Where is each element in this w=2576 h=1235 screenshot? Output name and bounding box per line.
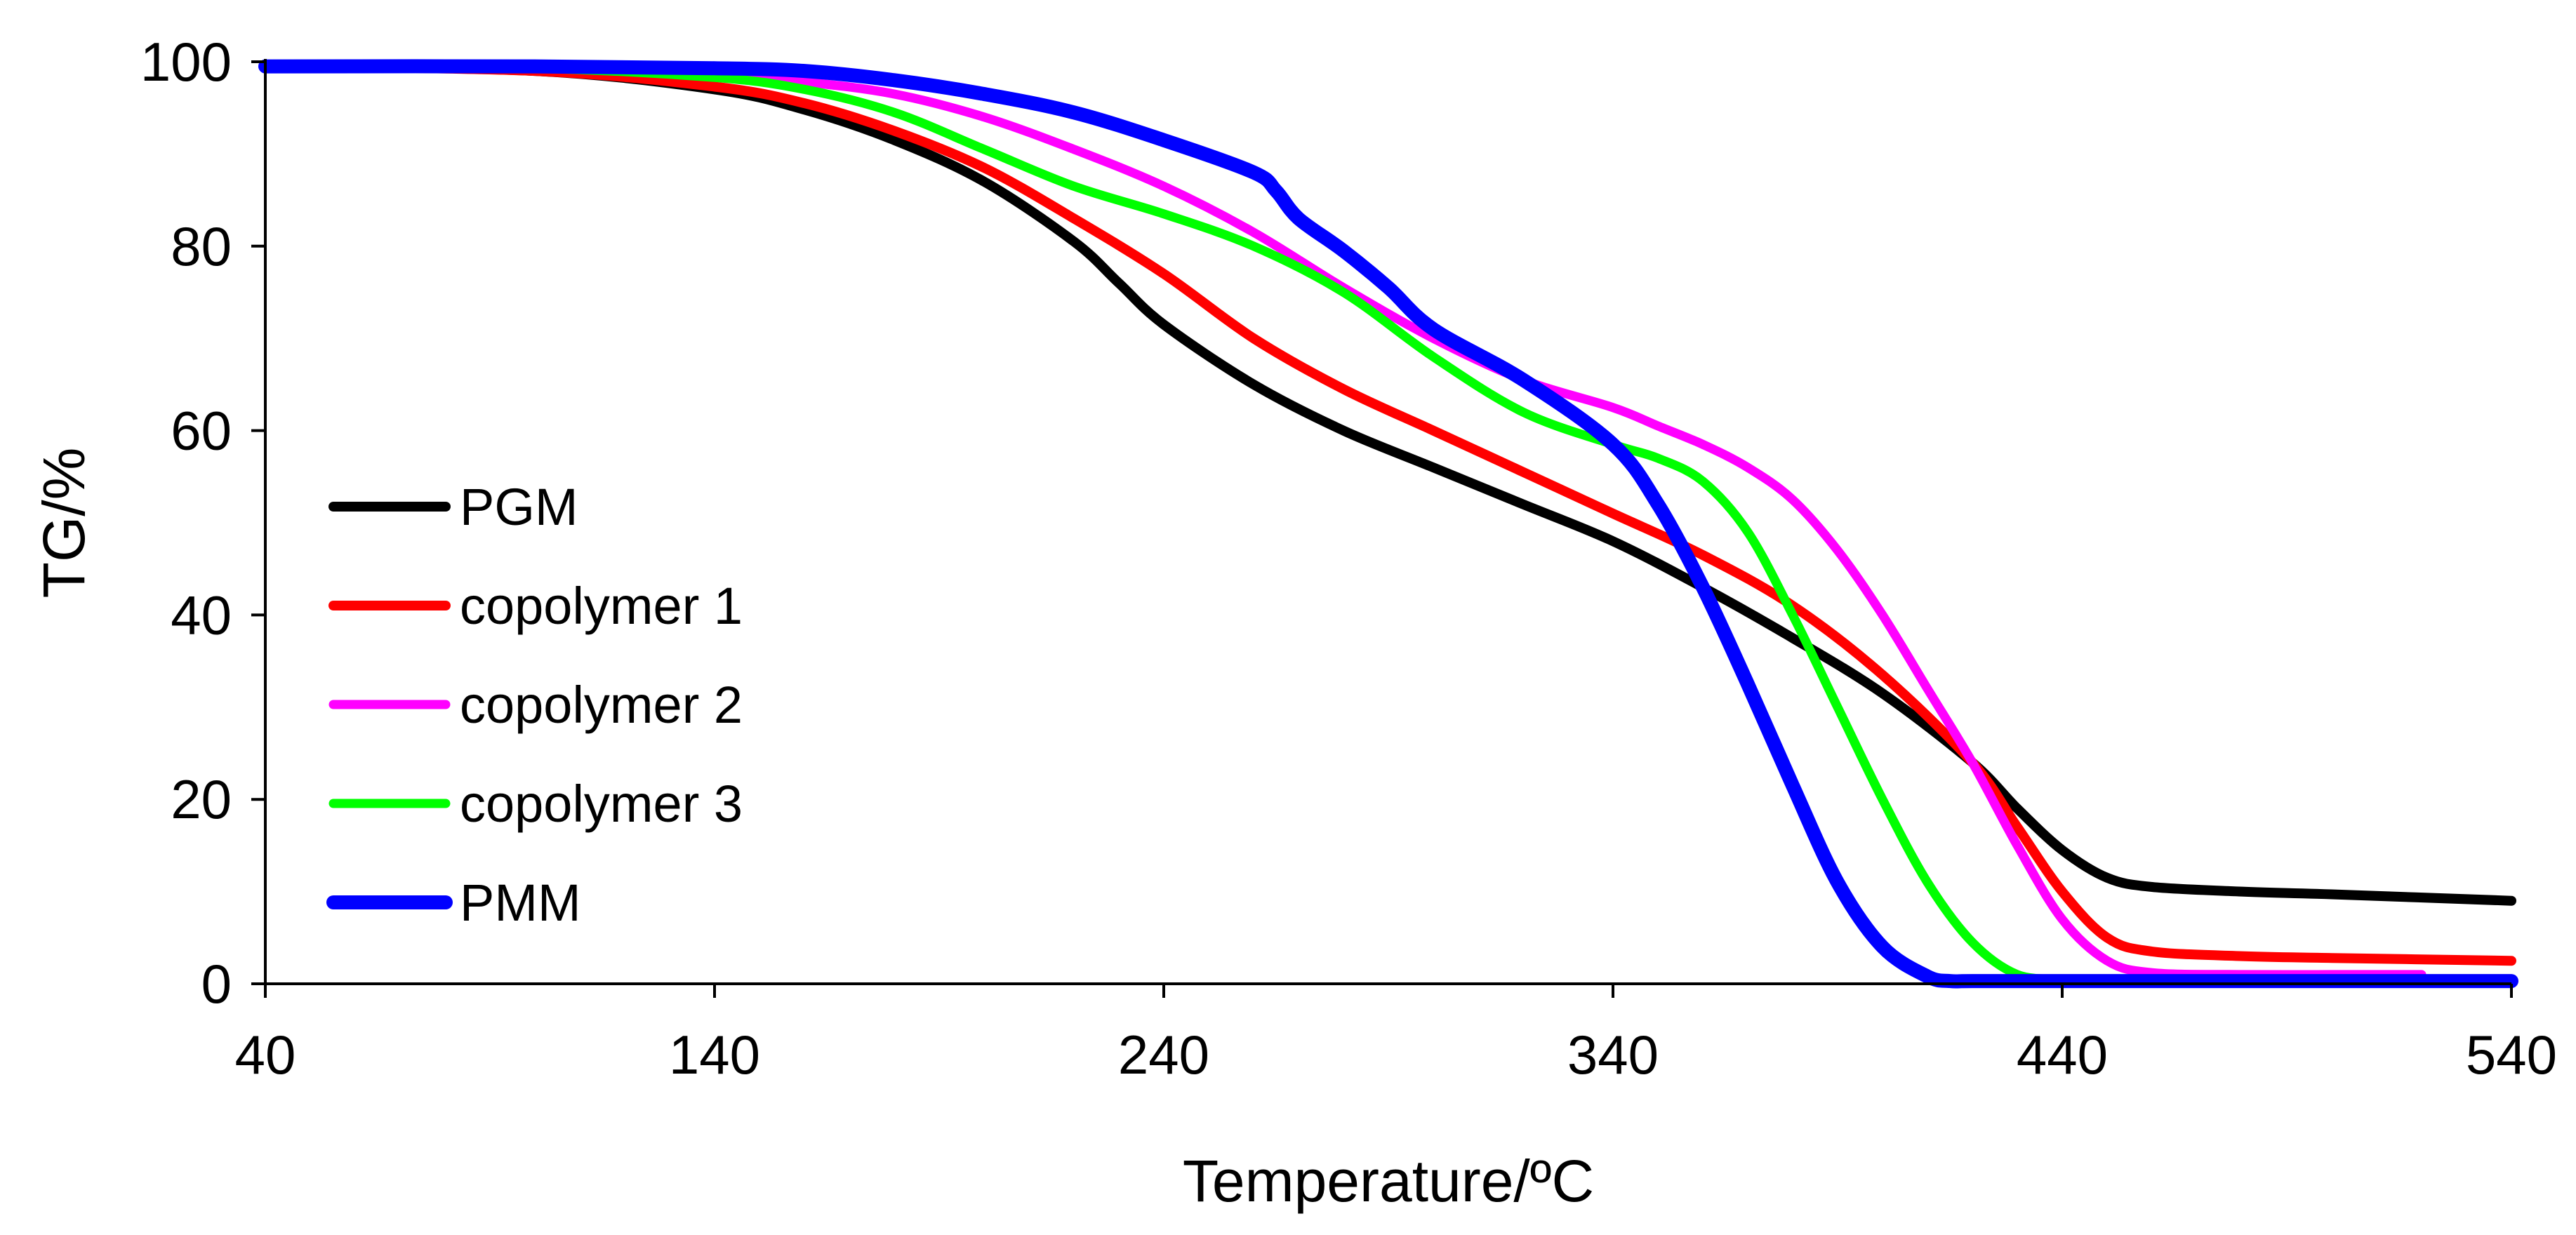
x-tick-label: 340 [1567, 1024, 1659, 1086]
y-tick-label: 0 [201, 953, 232, 1015]
series-line-copolymer-2 [260, 62, 2426, 980]
y-tick-label: 40 [171, 584, 232, 646]
series-line-copolymer-1 [260, 61, 2516, 966]
y-tick-label: 100 [140, 31, 232, 93]
series-line-pgm [260, 61, 2516, 906]
legend-label-copolymer-1: copolymer 1 [460, 577, 743, 635]
series-line-pmm [258, 59, 2518, 989]
legend-label-pmm: PMM [460, 874, 581, 932]
x-tick-label: 40 [235, 1024, 296, 1086]
axes: 40 140 240 340 440 540 0 20 40 60 80 100 [140, 31, 2557, 1086]
legend-label-pgm: PGM [460, 478, 578, 536]
x-tick-label: 140 [669, 1024, 760, 1086]
y-axis-title: TG/% [31, 448, 97, 599]
x-axis-title: Temperature/ºC [1183, 1148, 1594, 1214]
x-tick-label: 440 [2017, 1024, 2108, 1086]
legend: PGM copolymer 1 copolymer 2 copolymer 3 PMM [326, 478, 743, 932]
x-tick-label: 240 [1118, 1024, 1209, 1086]
y-tick-label: 20 [171, 768, 232, 830]
legend-label-copolymer-2: copolymer 2 [460, 676, 743, 734]
y-tick-label: 80 [171, 215, 232, 277]
series-layer [258, 59, 2518, 989]
legend-label-copolymer-3: copolymer 3 [460, 775, 743, 833]
y-tick-label: 60 [171, 400, 232, 462]
series-line-copolymer-3 [260, 62, 2067, 984]
x-tick-label: 540 [2466, 1024, 2557, 1086]
